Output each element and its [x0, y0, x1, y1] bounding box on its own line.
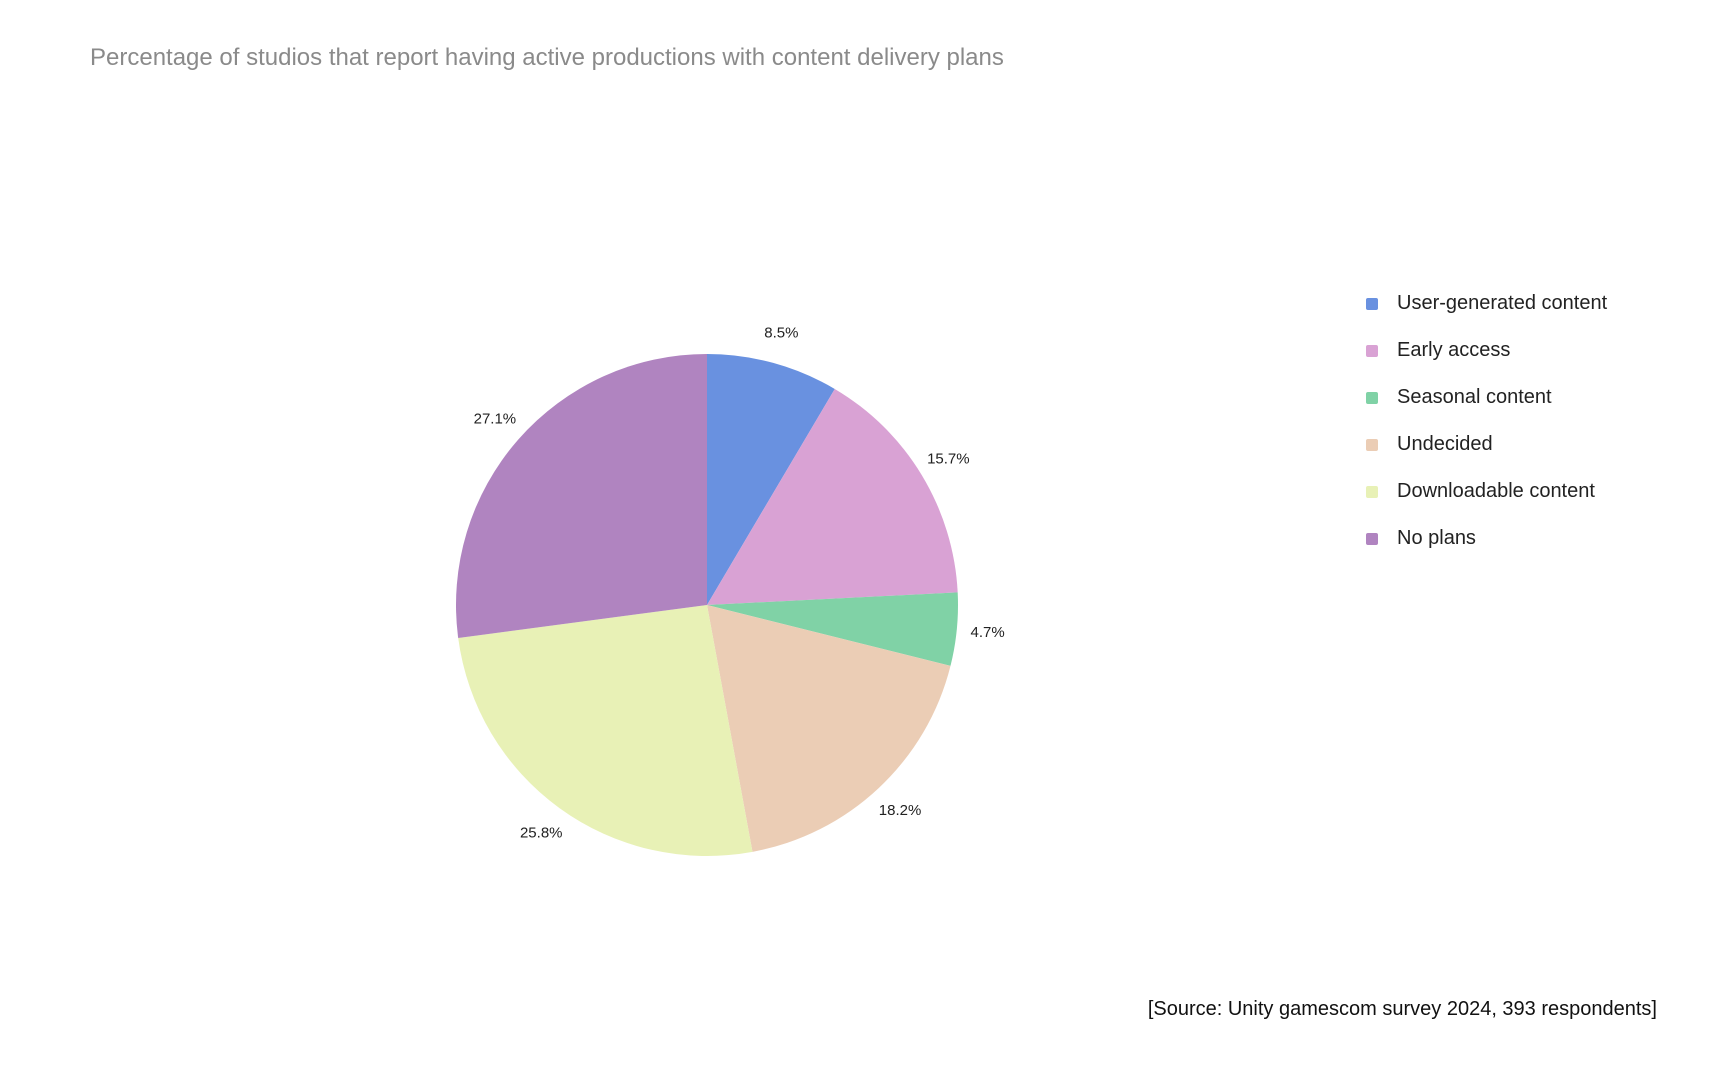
slice-value-label: 18.2%: [879, 802, 922, 819]
legend-swatch: [1366, 391, 1378, 404]
legend-swatch: [1366, 297, 1378, 310]
legend-item-user-generated-content[interactable]: User-generated content: [1366, 280, 1607, 327]
pie-slice-downloadable-content[interactable]: [458, 605, 753, 857]
legend-label: Seasonal content: [1397, 386, 1552, 408]
legend-item-undecided[interactable]: Undecided: [1366, 421, 1607, 468]
slice-value-label: 27.1%: [474, 411, 517, 428]
legend-label: User-generated content: [1397, 292, 1608, 314]
slice-value-label: 8.5%: [764, 324, 798, 341]
legend-swatch: [1366, 344, 1378, 357]
legend-swatch: [1366, 485, 1378, 498]
pie-slices: [456, 354, 958, 857]
legend-item-seasonal-content[interactable]: Seasonal content: [1366, 374, 1607, 421]
legend-swatch: [1366, 438, 1378, 451]
pie-slice-early-access[interactable]: [707, 388, 958, 605]
slice-value-label: 15.7%: [927, 451, 970, 468]
legend-label: Undecided: [1397, 433, 1493, 455]
legend-label: Downloadable content: [1397, 480, 1595, 502]
legend-item-early-access[interactable]: Early access: [1366, 327, 1607, 374]
slice-value-label: 25.8%: [520, 825, 563, 842]
pie-slice-undecided[interactable]: [707, 605, 951, 852]
pie-slice-no-plans[interactable]: [456, 354, 707, 639]
pie-slice-seasonal-content[interactable]: [707, 592, 958, 666]
legend-label: No plans: [1397, 527, 1476, 549]
legend-item-downloadable-content[interactable]: Downloadable content: [1366, 468, 1607, 515]
pie-value-labels: 8.5% 15.7% 4.7% 18.2% 25.8% 27.1%: [474, 324, 1005, 841]
legend-item-no-plans[interactable]: No plans: [1366, 515, 1607, 562]
slice-value-label: 4.7%: [971, 624, 1005, 641]
chart-title: Percentage of studios that report having…: [90, 44, 1004, 71]
source-note: [Source: Unity gamescom survey 2024, 393…: [1147, 998, 1657, 1020]
chart-legend: User-generated content Early access Season…: [1366, 280, 1607, 562]
legend-label: Early access: [1397, 339, 1511, 361]
legend-swatch: [1366, 532, 1378, 545]
pie-slice-user-generated-content[interactable]: [707, 354, 835, 605]
